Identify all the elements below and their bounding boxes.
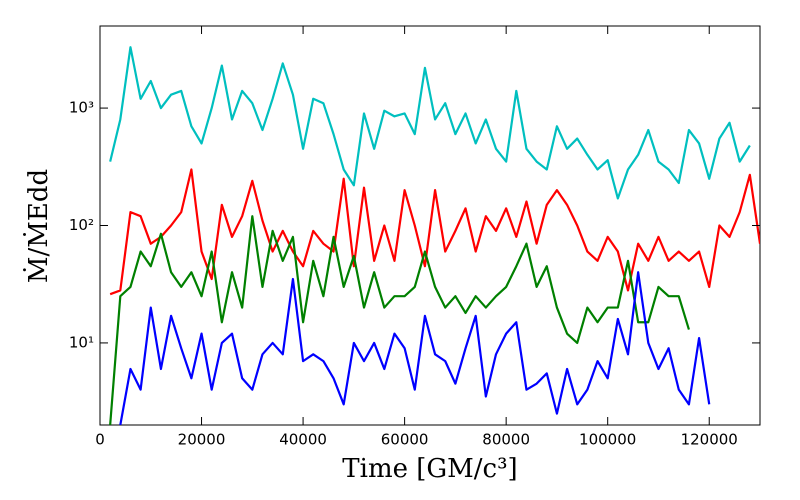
x-tick-label: 20000 [178, 431, 226, 449]
x-tick-label: 80000 [482, 431, 530, 449]
x-tick-label: 60000 [381, 431, 429, 449]
y-axis-label: Ṁ/ṀEdd [23, 169, 54, 283]
x-tick-label: 40000 [279, 431, 327, 449]
data-line [109, 168, 760, 296]
data-line [119, 271, 711, 425]
data-line [109, 215, 690, 425]
x-tick-label: 100000 [579, 431, 636, 449]
y-tick-label: 10³ [69, 99, 94, 117]
y-tick-label: 10¹ [69, 333, 94, 351]
x-tick-label: 0 [95, 431, 105, 449]
x-tick-label: 120000 [681, 431, 738, 449]
y-tick-label: 10² [69, 216, 94, 234]
data-line [109, 46, 751, 200]
x-axis-label: Time [GM/c³] [342, 454, 517, 484]
